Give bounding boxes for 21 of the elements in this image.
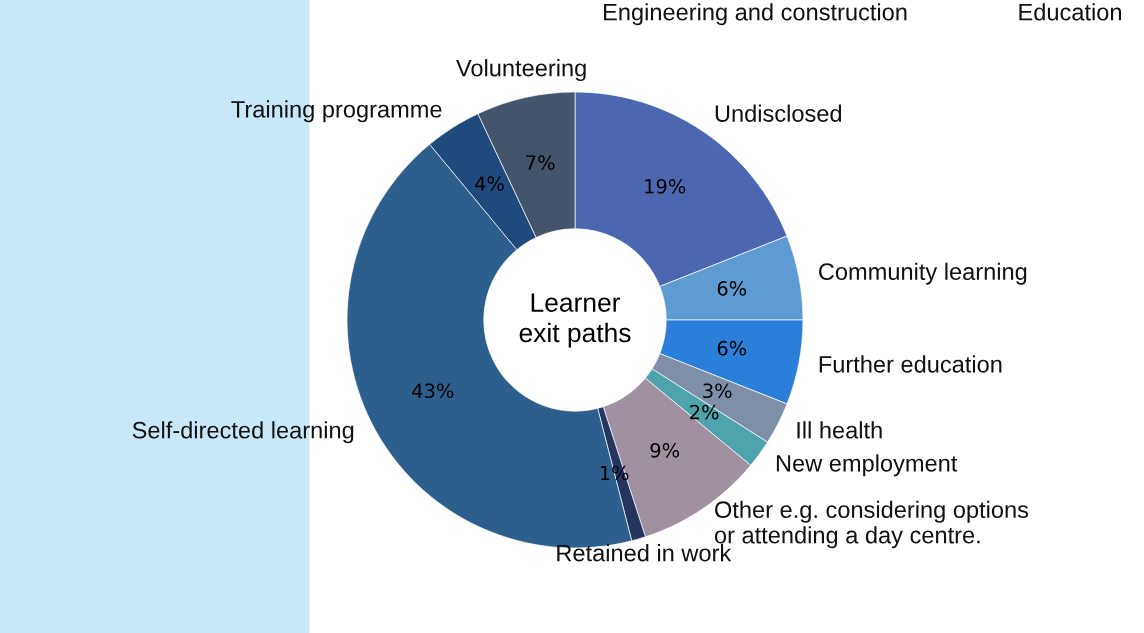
- data-label: 4%: [475, 176, 504, 191]
- text: Engineering and construction: [604, 3, 907, 26]
- data-label: 2%: [690, 404, 719, 420]
- text: Learner exit paths: [519, 293, 631, 348]
- slice-label: Ill health: [797, 421, 882, 439]
- data-label: 19%: [645, 178, 686, 194]
- slice-label: Retained in work: [557, 544, 732, 562]
- data-label: 3%: [703, 383, 732, 399]
- slice-label: Further education: [819, 355, 1002, 373]
- data-label: 7%: [526, 155, 555, 170]
- text: Education: [1019, 3, 1121, 21]
- slice-label: Community learning: [819, 262, 1027, 285]
- data-label: 43%: [412, 383, 454, 399]
- slice-label: Undisclosed: [715, 104, 842, 122]
- slice-label: Training programme: [231, 100, 442, 123]
- data-label: 6%: [717, 340, 747, 356]
- data-label: 9%: [650, 442, 680, 458]
- slice-label: Self-directed learning: [132, 421, 354, 444]
- slice-label: Volunteering: [456, 59, 586, 82]
- data-label: 6%: [717, 281, 747, 296]
- slice-label: New employment: [776, 454, 958, 477]
